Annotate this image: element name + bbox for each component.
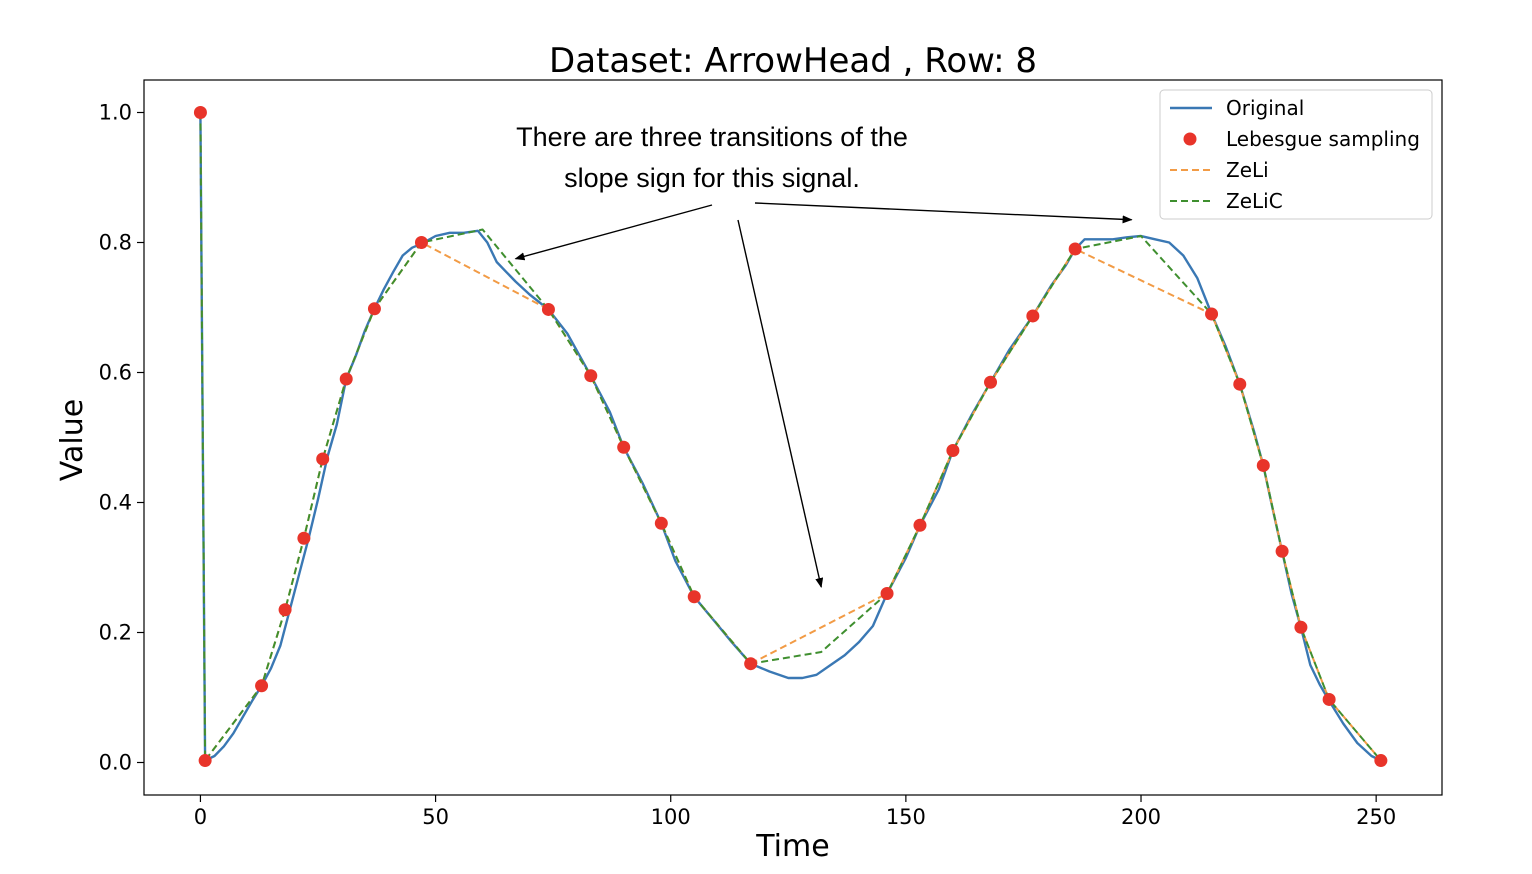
x-tick-label: 150 <box>886 805 926 829</box>
lebesgue-point <box>744 657 758 671</box>
lebesgue-point <box>367 302 381 316</box>
x-tick-label: 0 <box>194 805 207 829</box>
lebesgue-point <box>255 679 269 693</box>
legend-label-original: Original <box>1226 96 1304 120</box>
legend-marker-lebesgue-sampling <box>1183 132 1197 146</box>
lebesgue-point <box>1026 309 1040 323</box>
lebesgue-point <box>946 444 960 457</box>
legend-label-zelic: ZeLiC <box>1226 189 1283 213</box>
x-tick-label: 100 <box>651 805 691 829</box>
y-tick-label: 0.8 <box>99 231 132 255</box>
series-lebesgue-sampling <box>193 106 1388 768</box>
lebesgue-point <box>1068 242 1082 256</box>
lebesgue-point <box>913 518 927 532</box>
lebesgue-point <box>297 531 311 545</box>
lebesgue-point <box>1233 377 1247 391</box>
x-axis-label: Time <box>755 829 829 864</box>
annotation-arrow <box>754 202 1133 224</box>
lebesgue-point <box>1275 544 1289 558</box>
lebesgue-point <box>193 106 207 119</box>
y-tick-label: 0.4 <box>99 491 132 515</box>
annotation-arrow <box>514 204 713 261</box>
legend: Original Lebesgue sampling ZeLi ZeLiC <box>1159 89 1433 220</box>
lebesgue-point <box>414 236 428 249</box>
lebesgue-point <box>1322 692 1336 706</box>
chart-title: Dataset: ArrowHead , Row: 8 <box>549 41 1037 81</box>
y-axis-label: Value <box>55 399 90 481</box>
lebesgue-point <box>880 587 894 600</box>
y-tick-label: 0.0 <box>99 751 132 775</box>
legend-box <box>1159 89 1433 220</box>
y-tick-label: 0.6 <box>99 361 132 385</box>
lebesgue-point <box>687 590 701 604</box>
y-axis: 0.0 0.2 0.4 0.6 0.8 1.0 <box>99 101 144 775</box>
lebesgue-point <box>617 440 631 454</box>
annotation-line-1: There are three transitions of the <box>516 122 908 152</box>
lebesgue-point <box>654 516 668 530</box>
lebesgue-point <box>1294 620 1308 634</box>
annotation-arrow <box>737 219 824 588</box>
lebesgue-point <box>541 302 555 316</box>
y-tick-label: 0.2 <box>99 621 132 645</box>
lebesgue-point <box>984 375 998 389</box>
lebesgue-point <box>316 452 330 466</box>
x-axis: 0 50 100 150 200 250 <box>194 795 1396 829</box>
y-tick-label: 1.0 <box>99 101 132 125</box>
legend-label-lebesgue-sampling: Lebesgue sampling <box>1226 127 1420 151</box>
lebesgue-point <box>278 603 292 617</box>
lebesgue-point <box>339 372 353 386</box>
annotation: There are three transitions of the slope… <box>514 122 1133 588</box>
series-layer <box>193 106 1388 768</box>
lebesgue-point <box>198 754 212 768</box>
lebesgue-point <box>1256 458 1270 472</box>
lebesgue-point <box>1205 307 1219 321</box>
lebesgue-point <box>1374 754 1388 768</box>
lebesgue-point <box>584 369 598 383</box>
annotation-line-2: slope sign for this signal. <box>564 163 860 193</box>
x-tick-label: 50 <box>422 805 449 829</box>
x-tick-label: 200 <box>1121 805 1161 829</box>
legend-label-zeli: ZeLi <box>1226 158 1269 182</box>
x-tick-label: 250 <box>1356 805 1396 829</box>
